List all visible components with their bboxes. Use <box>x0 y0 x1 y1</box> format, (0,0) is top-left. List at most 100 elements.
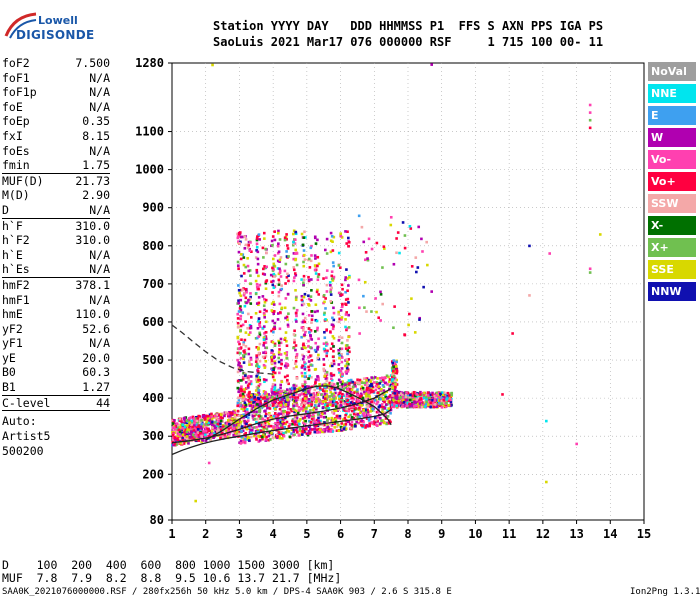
echo-point <box>311 413 315 417</box>
echo-point <box>257 233 261 236</box>
echo-point <box>366 386 370 390</box>
echo-point <box>330 270 334 273</box>
echo-point <box>277 431 281 434</box>
echo-point <box>290 432 293 435</box>
echo-point <box>272 303 276 306</box>
echo-point <box>340 283 344 287</box>
echo-point <box>307 275 310 279</box>
echo-point <box>261 405 265 408</box>
echo-point <box>245 408 249 411</box>
echo-point <box>272 427 275 430</box>
echo-point <box>238 307 242 310</box>
echo-point <box>330 410 334 414</box>
echo-point <box>285 237 288 241</box>
param-row: D N/A <box>2 203 110 218</box>
echo-point <box>384 411 387 414</box>
echo-point <box>331 355 335 359</box>
echo-point <box>314 400 318 404</box>
echo-point <box>413 400 416 404</box>
echo-point <box>264 404 268 408</box>
echo-point <box>236 264 240 268</box>
echo-point <box>295 308 299 312</box>
echo-point <box>330 382 334 385</box>
echo-point <box>270 329 273 333</box>
echo-point <box>332 318 336 322</box>
x-tick-label: 9 <box>438 527 445 541</box>
echo-point <box>302 249 306 252</box>
echo-point <box>308 432 312 435</box>
echo-point <box>406 391 410 395</box>
echo-point <box>395 391 399 395</box>
y-tick-label: 80 <box>150 513 164 527</box>
echo-point <box>256 250 260 254</box>
echo-point <box>248 363 251 366</box>
echo-point <box>407 323 410 327</box>
param-key: D <box>2 202 9 217</box>
echo-point <box>237 288 241 292</box>
echo-point <box>257 287 260 291</box>
param-row: foF2 7.500 <box>2 56 110 71</box>
echo-point <box>367 378 370 382</box>
echo-point <box>254 378 258 381</box>
echo-point <box>301 417 305 420</box>
echo-point <box>313 430 317 434</box>
echo-point <box>338 266 342 269</box>
echo-point <box>267 393 270 396</box>
echo-point <box>394 371 397 374</box>
echo-point <box>270 356 273 359</box>
echo-point <box>301 312 305 316</box>
echo-point <box>383 400 386 404</box>
echo-point <box>303 395 307 399</box>
echo-point <box>276 244 280 248</box>
echo-point <box>249 292 252 295</box>
echo-point <box>196 431 200 435</box>
echo-point <box>307 356 310 359</box>
digisonde-logo: Lowell DIGISONDE <box>4 6 94 46</box>
echo-point <box>301 374 304 378</box>
echo-point <box>273 378 276 382</box>
echo-point <box>258 403 262 406</box>
echo-point <box>237 240 240 243</box>
echo-point <box>275 433 279 436</box>
x-tick-label: 1 <box>168 527 175 541</box>
echo-point <box>391 386 394 389</box>
echo-point <box>423 391 426 395</box>
echo-point <box>302 281 305 285</box>
echo-point <box>317 416 320 420</box>
echo-point <box>358 415 362 419</box>
echo-point <box>272 264 276 267</box>
echo-point <box>340 347 344 351</box>
echo-point <box>245 409 249 413</box>
echo-point <box>386 409 389 412</box>
echo-point <box>293 272 297 275</box>
echo-point <box>246 393 249 397</box>
echo-point <box>329 372 333 375</box>
echo-point <box>292 240 295 244</box>
echo-point <box>314 350 318 353</box>
echo-point <box>294 428 297 432</box>
echo-point <box>309 295 313 298</box>
echo-point <box>287 411 291 415</box>
echo-point <box>405 404 409 408</box>
echo-point <box>368 424 371 428</box>
echo-point <box>307 404 310 408</box>
echo-point <box>319 415 323 419</box>
echo-point <box>210 433 213 437</box>
echo-point <box>351 385 355 389</box>
echo-point <box>277 356 281 360</box>
echo-point <box>334 418 338 421</box>
echo-point <box>237 414 241 418</box>
echo-point <box>398 396 401 400</box>
echo-point <box>283 396 286 400</box>
echo-point <box>413 404 416 408</box>
divider <box>2 172 110 174</box>
echo-point <box>192 429 196 432</box>
echo-point <box>205 431 208 435</box>
echo-point <box>243 433 246 436</box>
echo-point <box>251 405 255 409</box>
echo-point <box>340 293 343 297</box>
echo-point <box>303 367 307 371</box>
echo-point <box>339 373 343 376</box>
echo-point <box>366 405 369 408</box>
echo-point <box>255 355 259 359</box>
